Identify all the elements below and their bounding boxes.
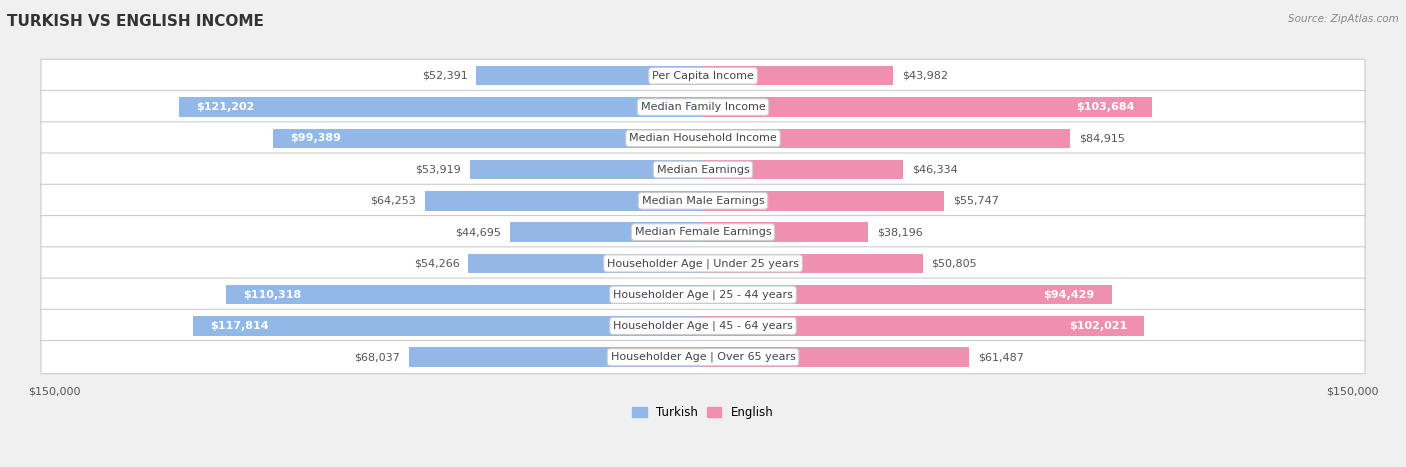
Bar [703,285,1112,304]
Text: $99,389: $99,389 [290,134,342,143]
FancyBboxPatch shape [41,278,1365,311]
Text: Per Capita Income: Per Capita Income [652,71,754,81]
Bar [703,128,1070,148]
Text: Median Household Income: Median Household Income [628,134,778,143]
Bar [703,98,1152,117]
Legend: Turkish, English: Turkish, English [627,402,779,424]
Text: Source: ZipAtlas.com: Source: ZipAtlas.com [1288,14,1399,24]
Text: Householder Age | Under 25 years: Householder Age | Under 25 years [607,258,799,269]
FancyBboxPatch shape [41,340,1365,374]
Bar [225,285,703,304]
Text: $110,318: $110,318 [243,290,301,300]
Text: $103,684: $103,684 [1076,102,1135,112]
FancyBboxPatch shape [41,59,1365,92]
FancyBboxPatch shape [41,216,1365,249]
FancyBboxPatch shape [41,122,1365,155]
Bar [409,347,703,367]
Text: Median Family Income: Median Family Income [641,102,765,112]
Text: $102,021: $102,021 [1069,321,1128,331]
Text: TURKISH VS ENGLISH INCOME: TURKISH VS ENGLISH INCOME [7,14,264,29]
Bar [425,191,703,211]
Bar [703,160,904,179]
Text: $94,429: $94,429 [1043,290,1094,300]
Text: $117,814: $117,814 [211,321,269,331]
Text: Householder Age | 25 - 44 years: Householder Age | 25 - 44 years [613,290,793,300]
Text: Median Male Earnings: Median Male Earnings [641,196,765,206]
Text: $68,037: $68,037 [354,352,399,362]
Bar [703,222,869,242]
Text: $43,982: $43,982 [903,71,948,81]
FancyBboxPatch shape [41,91,1365,124]
Text: Median Female Earnings: Median Female Earnings [634,227,772,237]
Bar [470,160,703,179]
Bar [703,191,945,211]
Text: Median Earnings: Median Earnings [657,164,749,175]
Text: $64,253: $64,253 [371,196,416,206]
Bar [703,254,922,273]
FancyBboxPatch shape [41,247,1365,280]
Text: $54,266: $54,266 [413,258,460,269]
Text: $38,196: $38,196 [877,227,922,237]
FancyBboxPatch shape [41,153,1365,186]
Text: Householder Age | 45 - 64 years: Householder Age | 45 - 64 years [613,321,793,331]
Text: $50,805: $50,805 [932,258,977,269]
Bar [509,222,703,242]
FancyBboxPatch shape [41,309,1365,342]
Text: $121,202: $121,202 [195,102,254,112]
Text: Householder Age | Over 65 years: Householder Age | Over 65 years [610,352,796,362]
Bar [703,316,1144,336]
Text: $61,487: $61,487 [977,352,1024,362]
Text: $84,915: $84,915 [1078,134,1125,143]
FancyBboxPatch shape [41,184,1365,218]
Bar [468,254,703,273]
Text: $46,334: $46,334 [912,164,957,175]
Bar [703,66,893,85]
Bar [193,316,703,336]
Bar [703,347,969,367]
Text: $53,919: $53,919 [415,164,461,175]
Text: $44,695: $44,695 [456,227,501,237]
Bar [273,128,703,148]
Text: $52,391: $52,391 [422,71,468,81]
Bar [477,66,703,85]
Bar [179,98,703,117]
Text: $55,747: $55,747 [953,196,998,206]
